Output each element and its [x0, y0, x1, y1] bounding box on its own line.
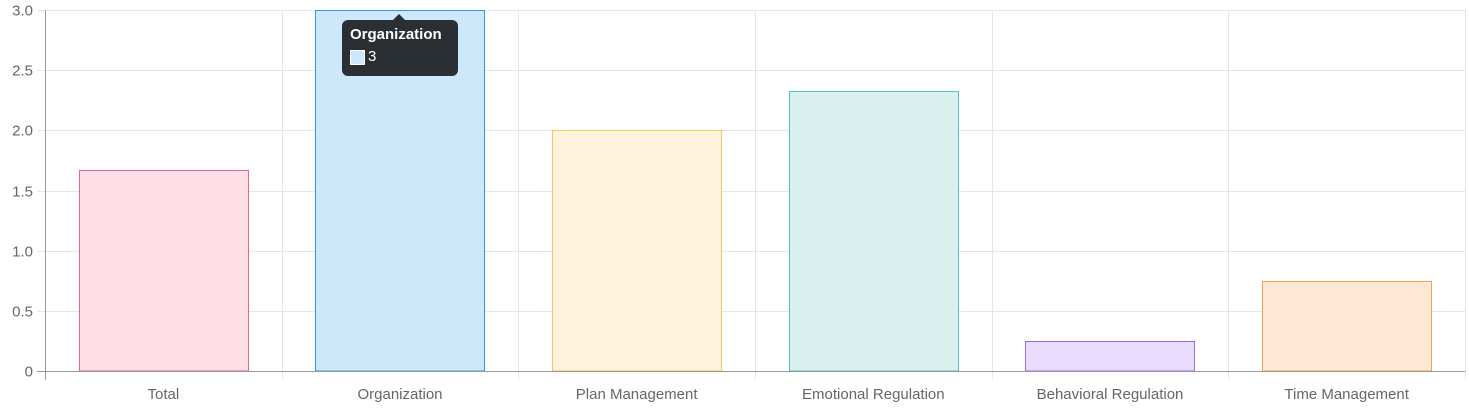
y-tick-label: 3.0 [12, 3, 33, 20]
y-tick-label: 2.5 [12, 63, 33, 80]
x-tick-label: Behavioral Regulation [1037, 386, 1184, 403]
y-tick-label: 1.0 [12, 244, 33, 261]
x-tick-label: Emotional Regulation [802, 386, 945, 403]
y-tick-label: 0.5 [12, 304, 33, 321]
x-tick-label: Total [147, 386, 179, 403]
bar-plan-management[interactable] [552, 130, 722, 372]
bar-total[interactable] [79, 170, 249, 372]
tooltip-title: Organization [350, 26, 442, 43]
x-tick-label: Organization [357, 386, 442, 403]
y-tick-label: 1.5 [12, 184, 33, 201]
y-tick-label: 0 [25, 364, 33, 381]
x-tick-label: Plan Management [576, 386, 699, 403]
y-tick-label: 2.0 [12, 123, 33, 140]
bar-time-management[interactable] [1262, 281, 1432, 372]
x-tick-label: Time Management [1284, 386, 1409, 403]
tooltip-value: 3 [368, 48, 377, 65]
bar-emotional-regulation[interactable] [789, 91, 959, 372]
bar-behavioral-regulation[interactable] [1025, 341, 1195, 372]
tooltip: Organization 3 [342, 14, 458, 76]
tooltip-color-swatch [350, 49, 365, 65]
tooltip-body: 3 [350, 48, 450, 66]
